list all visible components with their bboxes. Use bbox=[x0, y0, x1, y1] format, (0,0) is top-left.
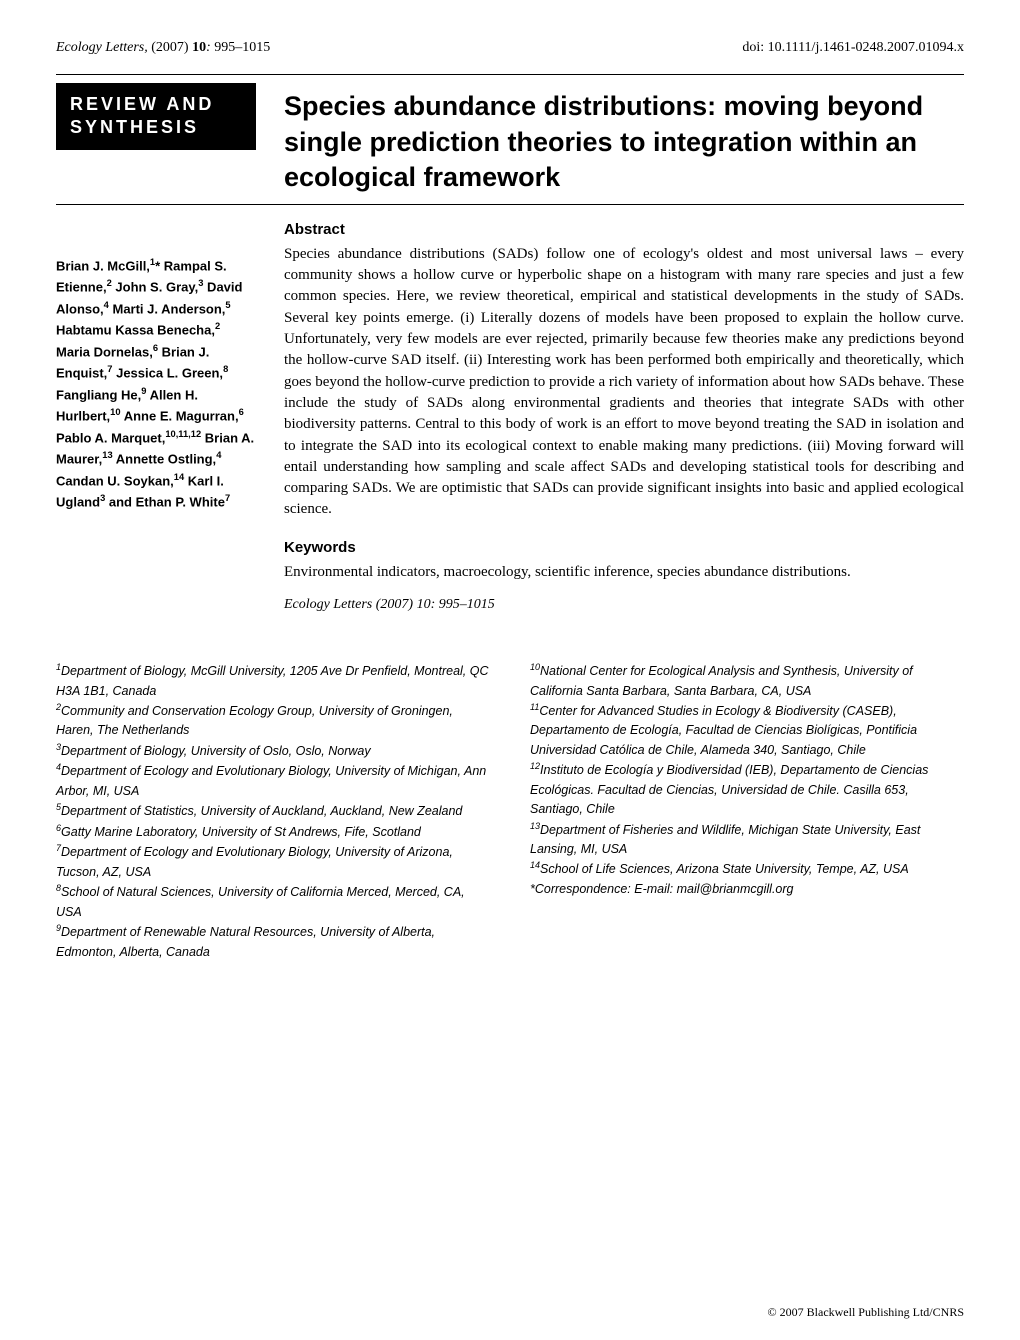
affiliations: 1Department of Biology, McGill Universit… bbox=[56, 661, 964, 962]
journal-citation: Ecology Letters, (2007) 10: 995–1015 bbox=[56, 40, 270, 56]
running-header: Ecology Letters, (2007) 10: 995–1015 doi… bbox=[56, 40, 964, 56]
title-rule bbox=[56, 204, 964, 205]
article-type-badge: REVIEW AND SYNTHESIS bbox=[56, 83, 256, 150]
affiliation-item: 4Department of Ecology and Evolutionary … bbox=[56, 761, 490, 801]
doi: doi: 10.1111/j.1461-0248.2007.01094.x bbox=[742, 40, 964, 56]
article-title: Species abundance distributions: moving … bbox=[284, 83, 964, 196]
keywords-text: Environmental indicators, macroecology, … bbox=[284, 562, 964, 583]
header-rule bbox=[56, 74, 964, 75]
affiliation-item: 6Gatty Marine Laboratory, University of … bbox=[56, 822, 490, 843]
abstract-heading: Abstract bbox=[284, 221, 964, 238]
affiliation-item: 5Department of Statistics, University of… bbox=[56, 801, 490, 822]
journal-pages: 995–1015 bbox=[214, 40, 270, 55]
badge-line-1: REVIEW AND bbox=[70, 93, 242, 116]
title-block: REVIEW AND SYNTHESIS Species abundance d… bbox=[56, 83, 964, 196]
main-columns: Brian J. McGill,1* Rampal S. Etienne,2 J… bbox=[56, 221, 964, 613]
affiliation-item: 2Community and Conservation Ecology Grou… bbox=[56, 701, 490, 741]
journal-name: Ecology Letters bbox=[56, 40, 144, 55]
journal-volume: 10 bbox=[192, 40, 206, 55]
affiliation-item: 14School of Life Sciences, Arizona State… bbox=[530, 859, 964, 880]
copyright-footer: © 2007 Blackwell Publishing Ltd/CNRS bbox=[768, 1305, 964, 1320]
badge-line-2: SYNTHESIS bbox=[70, 116, 242, 139]
affiliation-item: 1Department of Biology, McGill Universit… bbox=[56, 661, 490, 701]
affiliations-left: 1Department of Biology, McGill Universit… bbox=[56, 661, 490, 962]
abstract-column: Abstract Species abundance distributions… bbox=[284, 221, 964, 613]
affiliation-item: *Correspondence: E-mail: mail@brianmcgil… bbox=[530, 880, 964, 899]
affiliation-item: 10National Center for Ecological Analysi… bbox=[530, 661, 964, 701]
affiliation-item: 12Instituto de Ecología y Biodiversidad … bbox=[530, 760, 964, 819]
affiliations-right: 10National Center for Ecological Analysi… bbox=[530, 661, 964, 962]
keywords-block: Keywords Environmental indicators, macro… bbox=[284, 539, 964, 583]
authors-column: Brian J. McGill,1* Rampal S. Etienne,2 J… bbox=[56, 221, 256, 613]
affiliation-item: 3Department of Biology, University of Os… bbox=[56, 741, 490, 762]
affiliation-item: 9Department of Renewable Natural Resourc… bbox=[56, 922, 490, 962]
affiliation-item: 11Center for Advanced Studies in Ecology… bbox=[530, 701, 964, 760]
keywords-heading: Keywords bbox=[284, 539, 964, 556]
journal-year: (2007) bbox=[151, 40, 188, 55]
abstract-text: Species abundance distributions (SADs) f… bbox=[284, 244, 964, 521]
affiliation-item: 13Department of Fisheries and Wildlife, … bbox=[530, 820, 964, 860]
affiliation-item: 8School of Natural Sciences, University … bbox=[56, 882, 490, 922]
inline-citation: Ecology Letters (2007) 10: 995–1015 bbox=[284, 597, 964, 613]
affiliation-item: 7Department of Ecology and Evolutionary … bbox=[56, 842, 490, 882]
